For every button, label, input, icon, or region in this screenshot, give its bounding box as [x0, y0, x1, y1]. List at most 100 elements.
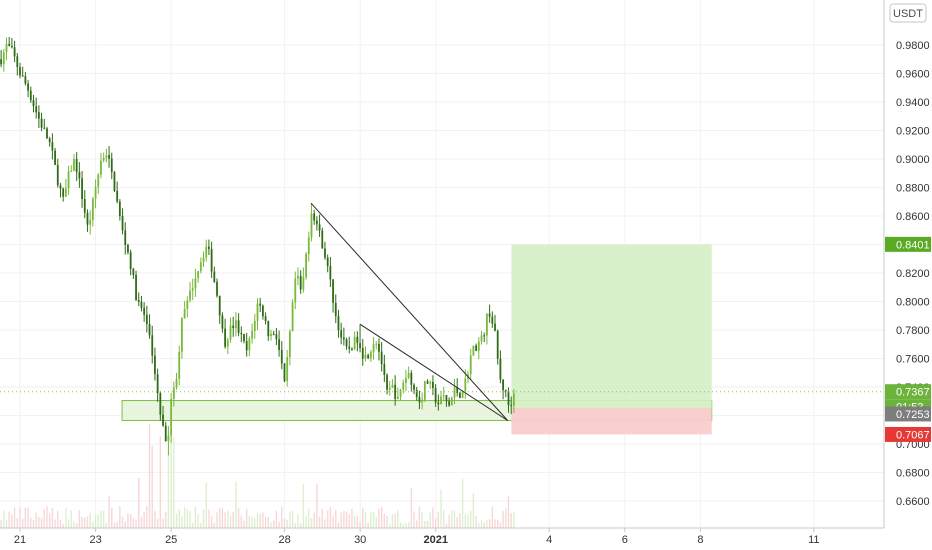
candle-body	[345, 339, 348, 347]
volume-bar	[70, 510, 72, 528]
currency-label: USDT	[893, 8, 923, 20]
candle-body	[132, 268, 135, 275]
volume-bar	[246, 508, 248, 528]
volume-bar	[138, 477, 140, 528]
candle-body	[264, 316, 267, 322]
volume-bar	[297, 513, 299, 528]
candle-body	[288, 331, 291, 358]
candle-body	[29, 90, 32, 101]
volume-bar	[281, 506, 283, 528]
volume-bar	[251, 517, 253, 528]
volume-bar	[272, 520, 275, 528]
volume-bar	[497, 519, 499, 528]
volume-bar	[121, 516, 124, 528]
candle-body	[410, 372, 413, 385]
trend-lines[interactable]	[310, 202, 508, 421]
candle-body	[494, 323, 496, 331]
candle-body	[459, 392, 461, 398]
volume-bar	[0, 520, 2, 528]
volume-bar	[97, 514, 99, 528]
candle-body	[56, 164, 59, 186]
trend-line[interactable]	[310, 202, 508, 421]
volume-bar	[73, 522, 75, 528]
candle-body	[235, 320, 237, 329]
volume-bar	[324, 519, 326, 528]
volume-bar	[243, 520, 245, 528]
candle-body	[156, 374, 159, 394]
candle-body	[175, 378, 178, 388]
price-tick: 0.8000	[896, 297, 930, 309]
candle-body	[440, 396, 442, 405]
candle-body	[332, 279, 334, 303]
volume-bar	[154, 511, 156, 528]
volume-bar	[270, 522, 272, 528]
volume-bar	[294, 523, 296, 528]
price-axis[interactable]: 0.9800 0.9600 0.9400 0.9200 0.9000 0.8800 0.86…	[883, 0, 932, 550]
volume-bar	[78, 510, 81, 528]
volume-bar	[316, 483, 318, 528]
volume-bar	[262, 512, 264, 528]
loss-zone[interactable]	[511, 407, 712, 435]
volume-bar	[67, 519, 70, 528]
candle-body	[73, 158, 75, 171]
candle-body	[218, 295, 221, 316]
candle-body	[183, 308, 186, 318]
candle-body	[475, 345, 478, 351]
candle-body	[453, 387, 456, 398]
volume-bar	[491, 506, 494, 528]
volume-bar	[159, 436, 162, 528]
profit-zone[interactable]	[511, 244, 712, 408]
volume-bar	[480, 520, 483, 528]
volume-bar	[219, 508, 221, 528]
volume-bar	[127, 513, 129, 528]
price-tick: 0.8600	[896, 211, 930, 223]
candle-body	[369, 352, 372, 359]
currency-button[interactable]	[889, 3, 927, 23]
drawing-zones[interactable]	[121, 244, 713, 435]
candle-body	[83, 198, 86, 213]
candle-body	[216, 281, 218, 296]
target-price-tag: 0.8401	[885, 236, 931, 252]
trend-line[interactable]	[359, 323, 508, 421]
volume-bar	[289, 511, 291, 528]
candle-body	[437, 402, 440, 405]
candle-body	[137, 300, 140, 302]
volume-bar	[275, 510, 278, 528]
currency-selector[interactable]: USDT	[889, 3, 927, 23]
volume-bar	[54, 519, 56, 528]
candle-body	[32, 100, 35, 107]
candle-body	[450, 397, 453, 406]
candle-body	[340, 330, 343, 338]
candle-body	[351, 348, 353, 350]
candle-body	[191, 288, 194, 291]
candle-body	[448, 401, 451, 406]
candle-body	[121, 216, 124, 231]
stop-price-tag: 0.7067	[885, 426, 931, 442]
volume-bar	[111, 507, 113, 528]
volume-bar	[16, 518, 18, 528]
volume-bar	[3, 510, 5, 528]
candle-body	[361, 348, 364, 359]
volume-bar	[416, 520, 418, 528]
price-tick: 0.9000	[896, 154, 930, 166]
volume-bar	[267, 517, 269, 528]
candle-body	[259, 303, 262, 306]
candlestick-series[interactable]	[0, 36, 515, 456]
volume-bar	[343, 511, 345, 528]
candle-body	[10, 45, 13, 48]
volume-bar	[165, 511, 167, 528]
volume-bar	[227, 510, 229, 528]
candle-body	[418, 396, 421, 403]
candle-body	[367, 354, 370, 359]
candle-body	[229, 325, 232, 340]
volume-bar	[483, 522, 485, 528]
candle-body	[286, 357, 289, 382]
volume-bar	[356, 516, 359, 528]
candle-body	[256, 303, 259, 321]
candle-body	[388, 387, 391, 390]
volume-bar	[451, 510, 453, 528]
volume-bar	[216, 512, 218, 528]
candle-body	[164, 425, 167, 442]
time-axis[interactable]: 21 23 25 28 30 2021 4 6 8 11	[0, 527, 884, 550]
